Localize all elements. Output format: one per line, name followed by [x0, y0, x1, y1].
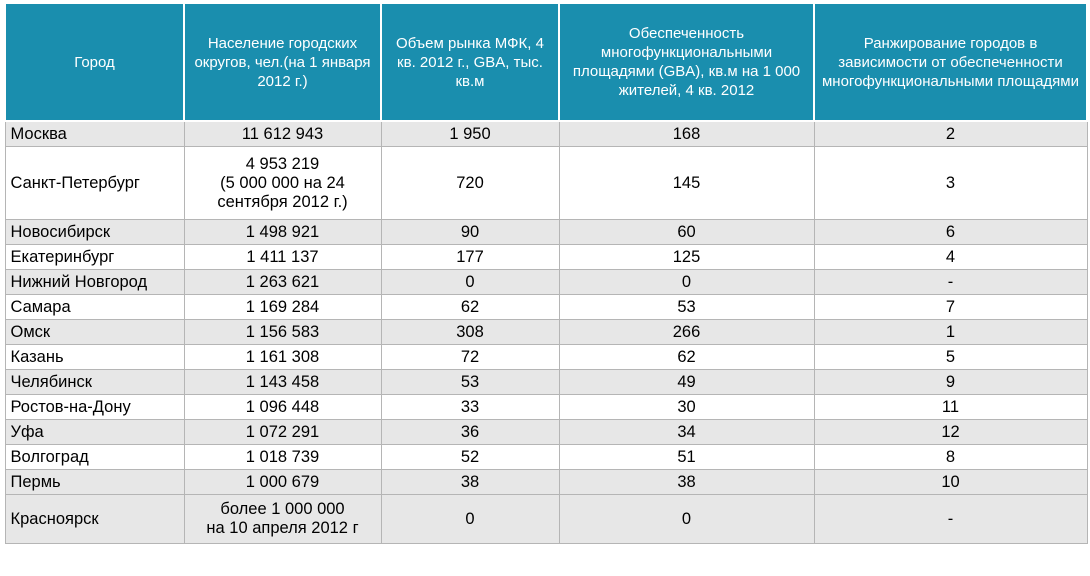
- header-population: Население городских округов, чел.(на 1 я…: [183, 2, 382, 122]
- population-cell: 1 143 458: [183, 369, 382, 395]
- supply-cell: 62: [558, 344, 815, 370]
- population-cell: 11 612 943: [183, 120, 382, 147]
- header-ranking: Ранжирование городов в зависимости от об…: [813, 2, 1088, 122]
- supply-cell: 145: [558, 146, 815, 220]
- population-cell: 4 953 219 (5 000 000 на 24 сентября 2012…: [183, 146, 382, 220]
- city-cell: Новосибирск: [4, 219, 185, 245]
- supply-cell: 30: [558, 394, 815, 420]
- market-cell: 720: [380, 146, 560, 220]
- rank-cell: 12: [813, 419, 1088, 445]
- rank-cell: 8: [813, 444, 1088, 470]
- table-row: Волгоград 1 018 739 52 51 8: [4, 444, 1088, 470]
- market-cell: 1 950: [380, 120, 560, 147]
- population-cell: более 1 000 000 на 10 апреля 2012 г: [183, 494, 382, 544]
- table-row: Пермь 1 000 679 38 38 10: [4, 469, 1088, 495]
- city-cell: Волгоград: [4, 444, 185, 470]
- supply-cell: 60: [558, 219, 815, 245]
- city-cell: Самара: [4, 294, 185, 320]
- table-row: Новосибирск 1 498 921 90 60 6: [4, 219, 1088, 245]
- population-cell: 1 169 284: [183, 294, 382, 320]
- supply-cell: 0: [558, 269, 815, 295]
- rank-cell: 7: [813, 294, 1088, 320]
- rank-cell: 1: [813, 319, 1088, 345]
- population-cell: 1 156 583: [183, 319, 382, 345]
- supply-cell: 266: [558, 319, 815, 345]
- table-row: Омск 1 156 583 308 266 1: [4, 319, 1088, 345]
- market-cell: 38: [380, 469, 560, 495]
- population-cell: 1 018 739: [183, 444, 382, 470]
- market-cell: 62: [380, 294, 560, 320]
- market-cell: 90: [380, 219, 560, 245]
- city-cell: Красноярск: [4, 494, 185, 544]
- supply-cell: 34: [558, 419, 815, 445]
- market-cell: 33: [380, 394, 560, 420]
- rank-cell: 4: [813, 244, 1088, 270]
- table-row: Самара 1 169 284 62 53 7: [4, 294, 1088, 320]
- market-cell: 72: [380, 344, 560, 370]
- supply-cell: 168: [558, 120, 815, 147]
- market-cell: 36: [380, 419, 560, 445]
- rank-cell: 2: [813, 120, 1088, 147]
- cities-table: Город Население городских округов, чел.(…: [4, 2, 1088, 544]
- rank-cell: 3: [813, 146, 1088, 220]
- city-cell: Москва: [4, 120, 185, 147]
- supply-cell: 53: [558, 294, 815, 320]
- header-supply-per-1000: Обеспеченность многофункциональными площ…: [558, 2, 815, 122]
- city-cell: Санкт-Петербург: [4, 146, 185, 220]
- rank-cell: 6: [813, 219, 1088, 245]
- table-row: Челябинск 1 143 458 53 49 9: [4, 369, 1088, 395]
- supply-cell: 51: [558, 444, 815, 470]
- supply-cell: 125: [558, 244, 815, 270]
- rank-cell: 9: [813, 369, 1088, 395]
- table-row: Нижний Новгород 1 263 621 0 0 -: [4, 269, 1088, 295]
- rank-cell: -: [813, 494, 1088, 544]
- city-cell: Нижний Новгород: [4, 269, 185, 295]
- population-cell: 1 498 921: [183, 219, 382, 245]
- table-row: Москва 11 612 943 1 950 168 2: [4, 120, 1088, 147]
- city-cell: Пермь: [4, 469, 185, 495]
- header-market-volume: Объем рынка МФК, 4 кв. 2012 г., GBA, тыс…: [380, 2, 560, 122]
- city-cell: Екатеринбург: [4, 244, 185, 270]
- rank-cell: 11: [813, 394, 1088, 420]
- population-cell: 1 096 448: [183, 394, 382, 420]
- population-cell: 1 072 291: [183, 419, 382, 445]
- table-row: Казань 1 161 308 72 62 5: [4, 344, 1088, 370]
- city-cell: Казань: [4, 344, 185, 370]
- header-city: Город: [4, 2, 185, 122]
- market-cell: 0: [380, 494, 560, 544]
- table-row: Ростов-на-Дону 1 096 448 33 30 11: [4, 394, 1088, 420]
- population-cell: 1 411 137: [183, 244, 382, 270]
- table-row: Санкт-Петербург 4 953 219 (5 000 000 на …: [4, 146, 1088, 220]
- city-cell: Уфа: [4, 419, 185, 445]
- city-cell: Ростов-на-Дону: [4, 394, 185, 420]
- population-cell: 1 263 621: [183, 269, 382, 295]
- market-cell: 52: [380, 444, 560, 470]
- rank-cell: 10: [813, 469, 1088, 495]
- rank-cell: 5: [813, 344, 1088, 370]
- table-row: Уфа 1 072 291 36 34 12: [4, 419, 1088, 445]
- city-cell: Челябинск: [4, 369, 185, 395]
- supply-cell: 49: [558, 369, 815, 395]
- table-row: Красноярск более 1 000 000 на 10 апреля …: [4, 494, 1088, 544]
- population-cell: 1 000 679: [183, 469, 382, 495]
- population-cell: 1 161 308: [183, 344, 382, 370]
- supply-cell: 0: [558, 494, 815, 544]
- rank-cell: -: [813, 269, 1088, 295]
- market-cell: 177: [380, 244, 560, 270]
- supply-cell: 38: [558, 469, 815, 495]
- header-row: Город Население городских округов, чел.(…: [4, 2, 1088, 122]
- city-cell: Омск: [4, 319, 185, 345]
- market-cell: 53: [380, 369, 560, 395]
- table-row: Екатеринбург 1 411 137 177 125 4: [4, 244, 1088, 270]
- market-cell: 0: [380, 269, 560, 295]
- market-cell: 308: [380, 319, 560, 345]
